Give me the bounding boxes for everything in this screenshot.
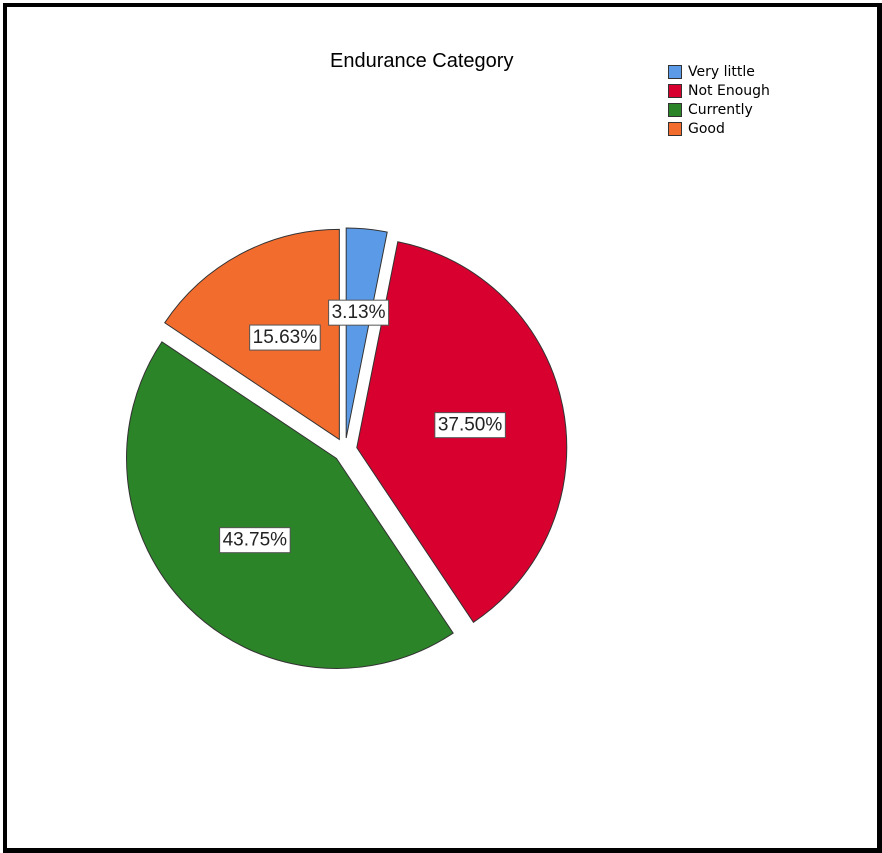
pie-label-not-enough: 37.50% [434,412,506,439]
legend-item-currently: Currently [668,100,770,119]
legend-label-very-little: Very little [688,63,755,80]
chart-title: Endurance Category [330,50,514,72]
pie-label-box-currently [219,527,291,554]
legend-item-very-little: Very little [668,62,770,81]
pie-slice-very-little [345,227,388,439]
pie-label-very-little: 3.13% [328,299,390,326]
chart-legend: Very little Not Enough Currently Good [668,62,770,138]
legend-item-good: Good [668,119,770,138]
pie-label-text-currently: 43.75% [223,530,288,551]
pie-label-good: 15.63% [249,324,321,351]
legend-swatch-very-little [668,64,682,79]
legend-label-currently: Currently [688,101,753,118]
pie-label-text-not-enough: 37.50% [438,415,503,436]
pie-label-box-not-enough [434,412,506,439]
pie-label-box-very-little [328,299,390,326]
legend-label-not-enough: Not Enough [688,82,770,99]
legend-swatch-good [668,121,682,136]
pie-label-box-good [249,324,321,351]
legend-swatch-not-enough [668,83,682,98]
legend-item-not-enough: Not Enough [668,81,770,100]
legend-swatch-currently [668,102,682,117]
legend-label-good: Good [688,120,725,137]
pie-label-currently: 43.75% [219,527,291,554]
pie-label-text-very-little: 3.13% [332,302,386,323]
pie-label-text-good: 15.63% [253,327,318,348]
pie-slice-currently [126,341,454,669]
